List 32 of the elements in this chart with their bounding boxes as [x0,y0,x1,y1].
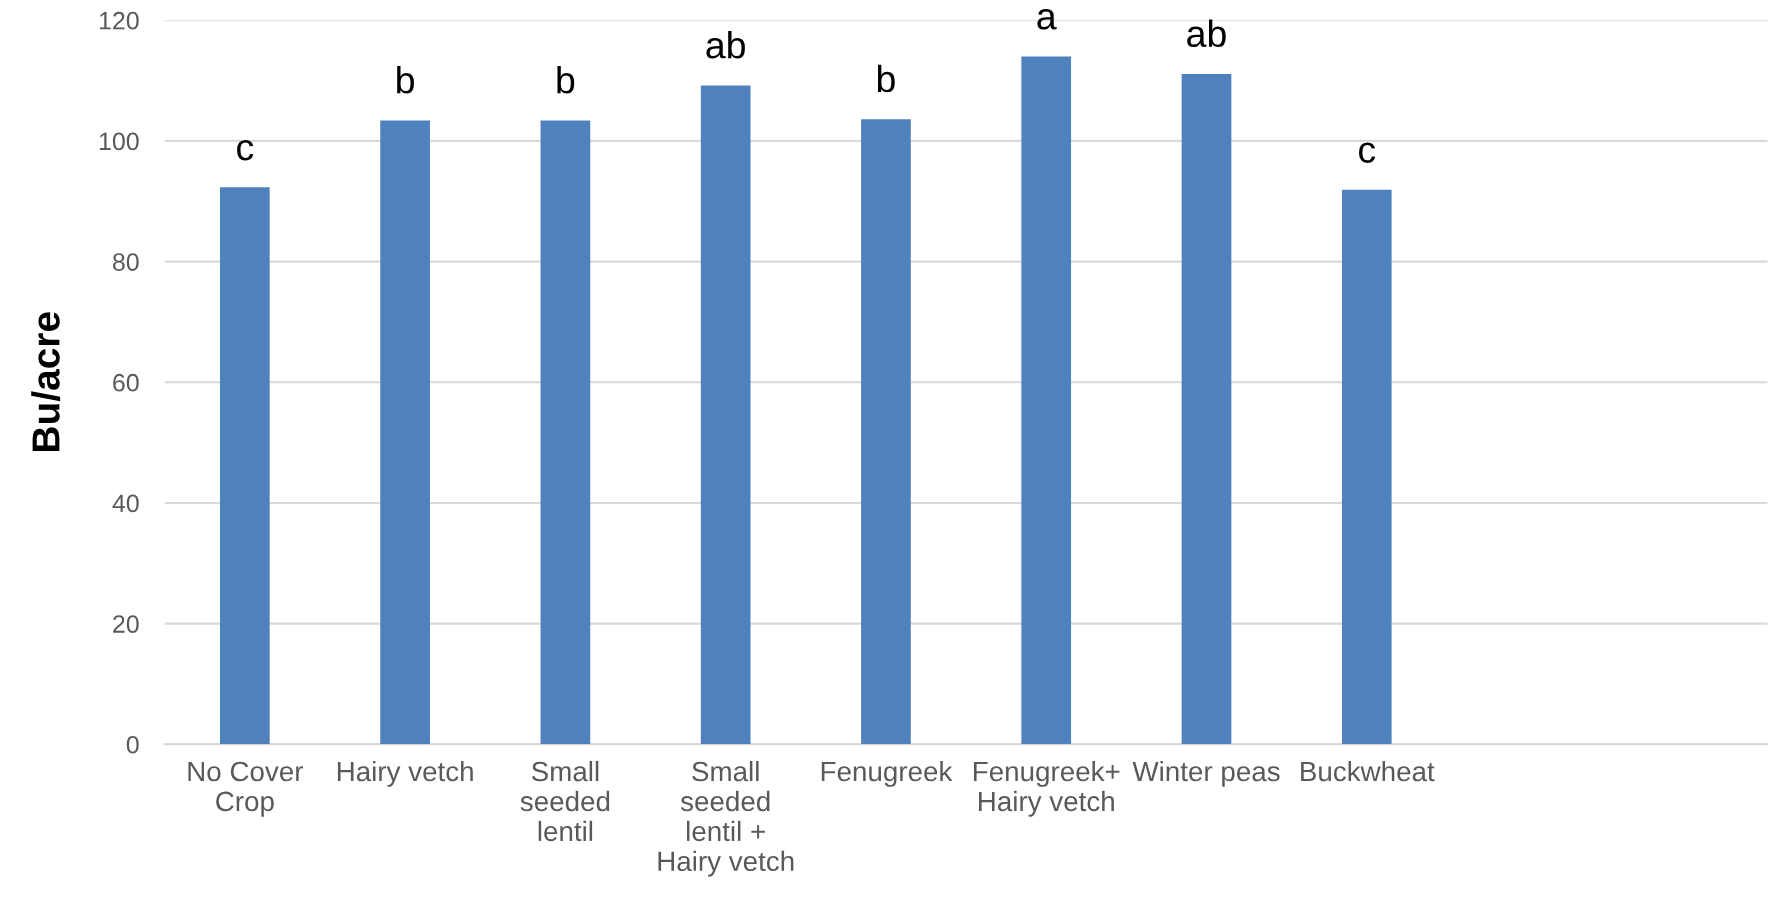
bar [380,120,430,745]
annotation: b [397,66,414,94]
y-tick-label: 100 [99,132,139,151]
bar [1021,56,1072,745]
y-tick-label: 80 [112,253,139,271]
bar [1181,73,1232,745]
annotation: ab [706,31,745,59]
annotation: b [557,66,575,94]
y-axis-title: Bu/acre [31,312,61,451]
x-tick-label: Fenugreek [821,760,953,787]
y-tick-label: 0 [126,735,139,754]
y-tick-label: 40 [112,494,139,513]
bar [700,85,751,745]
x-tick-label: Fenugreek+ Hairy vetch [973,760,1120,817]
y-tick-label: 120 [99,11,139,30]
annotation: a [1037,9,1057,30]
bar [1341,189,1392,745]
bar [220,187,270,745]
x-tick-label: Winter peas [1132,760,1280,787]
y-tick-label: 60 [113,373,139,392]
annotation: b [877,64,895,93]
x-tick-label: Buckwheat [1301,760,1435,782]
annotation: ab [1187,19,1226,48]
bar [861,119,911,745]
x-tick-label: Small seeded lentil [520,760,610,842]
x-tick-label: Hairy vetch [337,760,473,787]
x-tick-label: Small seeded lentil + Hairy vetch [658,760,794,877]
x-tick-label: No Cover Crop [188,761,304,817]
y-tick-label: 20 [113,615,139,633]
bar [540,120,591,745]
annotation: c [237,139,254,161]
annotation: c [1358,142,1376,163]
